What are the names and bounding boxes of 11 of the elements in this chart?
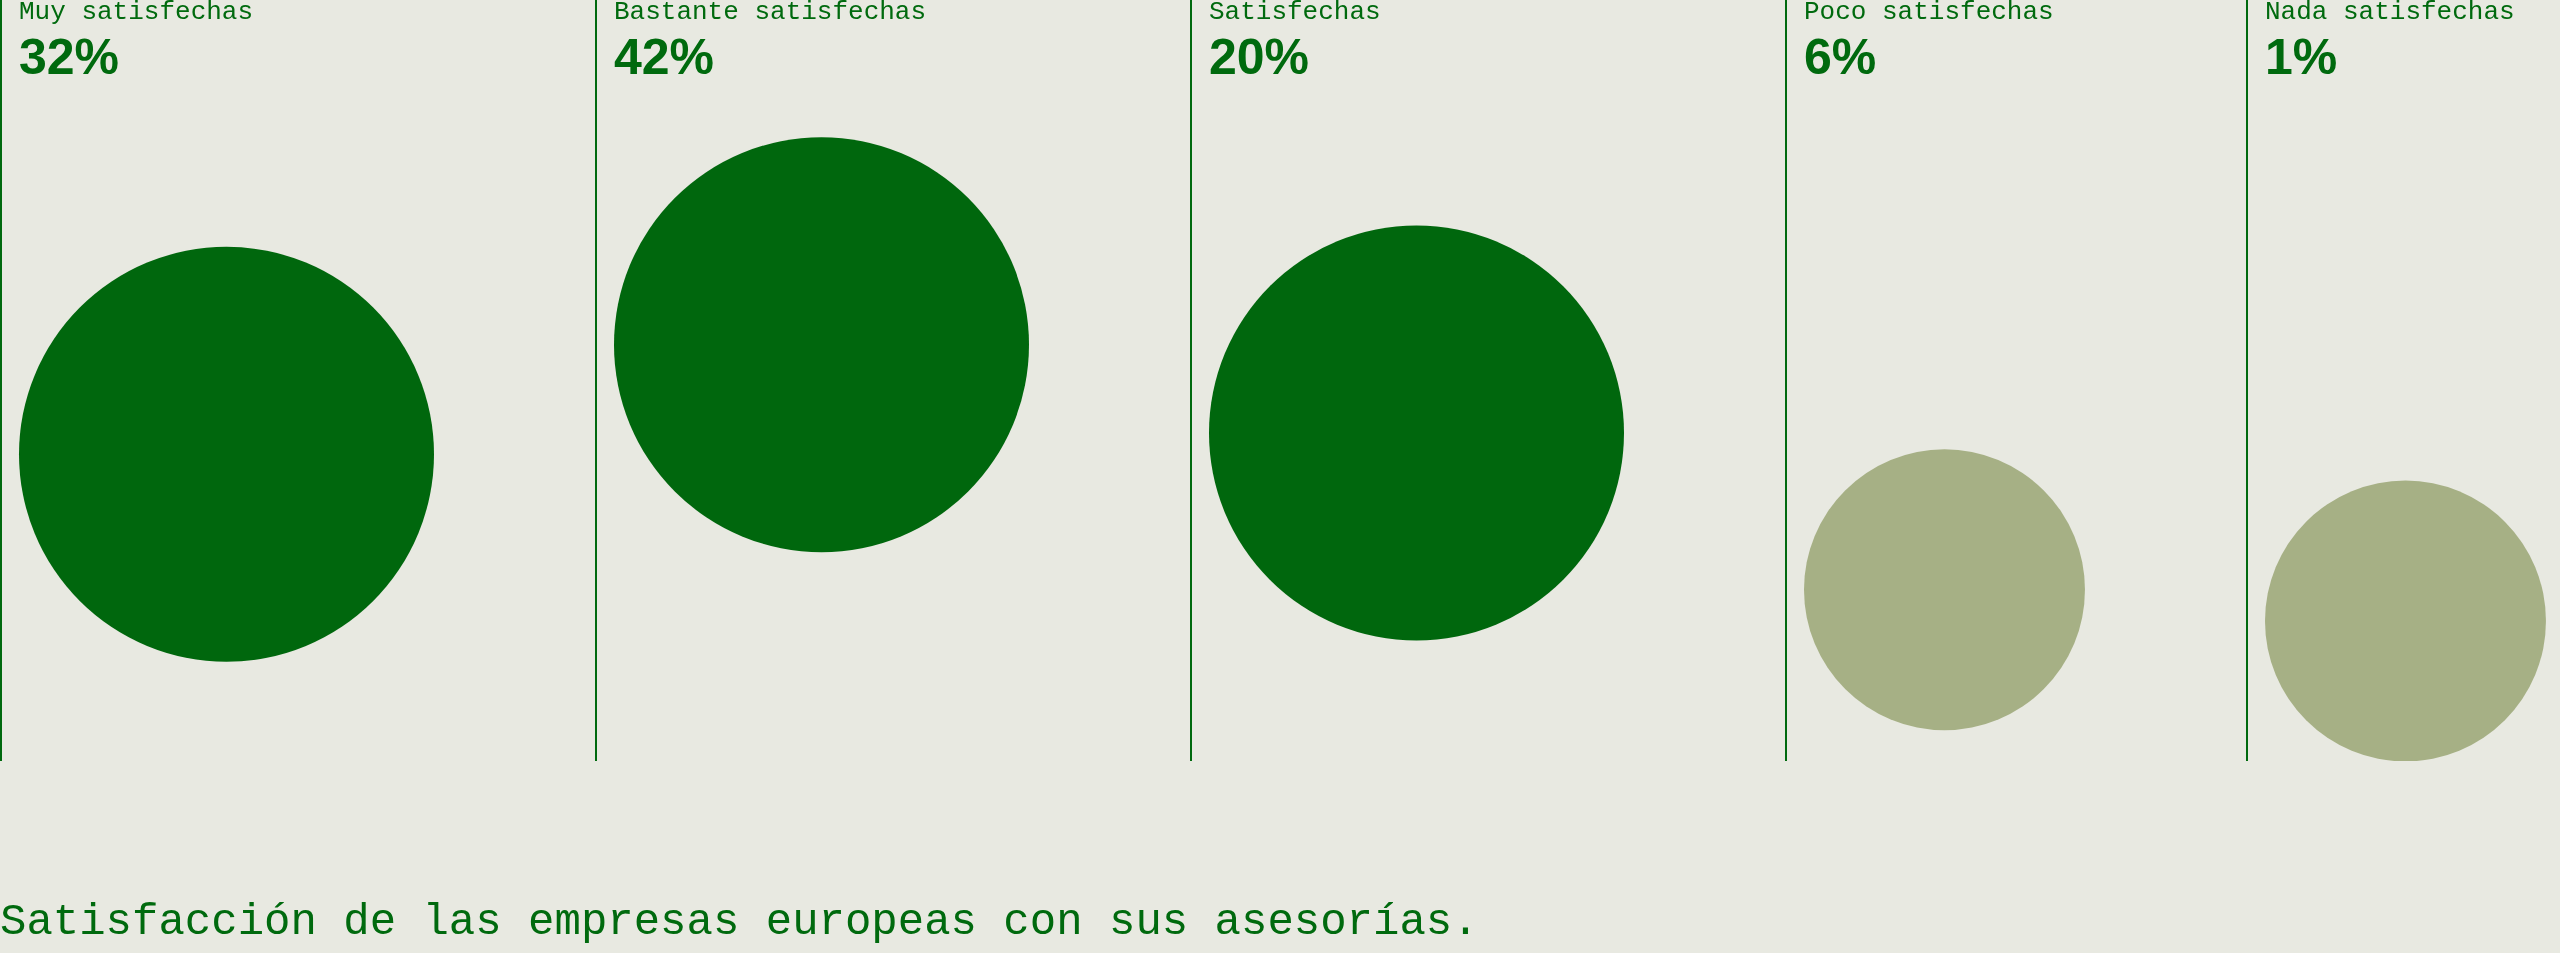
category-label: Bastante satisfechas [614,0,927,27]
data-label: 20% [1209,28,1310,86]
category-label: Muy satisfechas [19,0,254,27]
data-label: 42% [614,28,715,86]
data-label: 32% [19,28,120,86]
category-label: Poco satisfechas [1804,0,2054,27]
text: Satisfacción de las empresas europeas con sus asesorías. [0,896,1479,948]
data-label: 1% [2264,28,2338,86]
data-label: 6% [1804,28,1877,86]
category-label: Satisfechas [1209,0,1381,27]
category-label: Nada satisfechas [2264,0,2515,27]
